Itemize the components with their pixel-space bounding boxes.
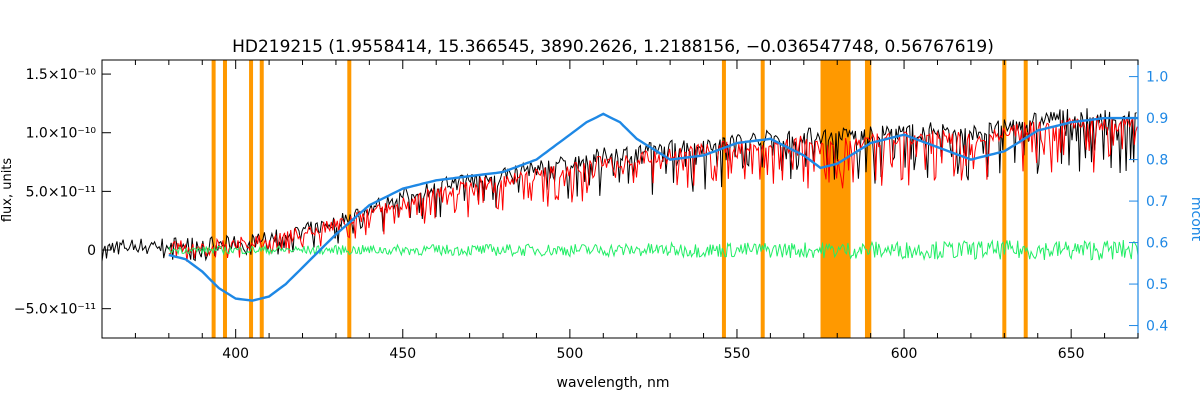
series-model bbox=[168, 115, 1138, 262]
x-tick-label: 650 bbox=[1058, 346, 1085, 362]
right-axis-label: mcont bbox=[1188, 197, 1200, 242]
masked-line bbox=[249, 60, 254, 338]
left-axis-label: flux, units bbox=[0, 158, 15, 223]
right-tick-label: 0.4 bbox=[1146, 319, 1168, 335]
left-tick-label: 1.0×10⁻¹⁰ bbox=[26, 126, 97, 142]
masked-line bbox=[211, 60, 216, 338]
plot-frame bbox=[101, 59, 1139, 339]
x-tick-label: 500 bbox=[557, 346, 584, 362]
masked-line bbox=[867, 60, 872, 338]
masked-line bbox=[864, 60, 869, 338]
right-tick-label: 0.7 bbox=[1146, 194, 1168, 210]
left-tick-label: 1.5×10⁻¹⁰ bbox=[26, 67, 97, 83]
series-residual bbox=[168, 239, 1139, 261]
right-tick-label: 0.9 bbox=[1146, 111, 1168, 127]
masked-line bbox=[760, 60, 765, 338]
masked-regions bbox=[211, 60, 1028, 338]
x-tick-label: 400 bbox=[222, 346, 249, 362]
masked-line bbox=[222, 60, 227, 338]
x-tick-label: 550 bbox=[724, 346, 751, 362]
right-tick-label: 0.6 bbox=[1146, 236, 1168, 252]
left-tick-label: 0 bbox=[87, 243, 96, 259]
right-tick-label: 0.5 bbox=[1146, 277, 1168, 293]
masked-line bbox=[347, 60, 352, 338]
series-continuum bbox=[168, 112, 1138, 302]
masked-line bbox=[1002, 60, 1007, 338]
x-axis-ticks: 400 450 500 550 600 650 bbox=[134, 60, 1139, 362]
masked-line bbox=[721, 60, 726, 338]
masked-line bbox=[259, 60, 264, 338]
right-axis-ticks: 1.0 0.9 0.8 0.7 0.6 0.5 0.4 bbox=[1129, 70, 1168, 335]
left-tick-label: −5.0×10⁻¹¹ bbox=[14, 302, 96, 318]
masked-band bbox=[820, 60, 851, 338]
x-axis-label: wavelength, nm bbox=[557, 375, 670, 391]
x-tick-label: 600 bbox=[891, 346, 918, 362]
left-axis-ticks: 1.5×10⁻¹⁰ 1.0×10⁻¹⁰ 5.0×10⁻¹¹ 0 −5.0×10⁻¹¹ bbox=[14, 67, 111, 318]
right-tick-label: 1.0 bbox=[1146, 70, 1168, 86]
left-tick-label: 5.0×10⁻¹¹ bbox=[26, 184, 96, 200]
right-tick-label: 0.8 bbox=[1146, 153, 1168, 169]
chart-title: HD219215 (1.9558414, 15.366545, 3890.262… bbox=[232, 37, 994, 57]
series-layer bbox=[101, 108, 1139, 302]
series-observed bbox=[101, 108, 1137, 262]
x-tick-label: 450 bbox=[389, 346, 416, 362]
masked-line bbox=[1023, 60, 1028, 338]
